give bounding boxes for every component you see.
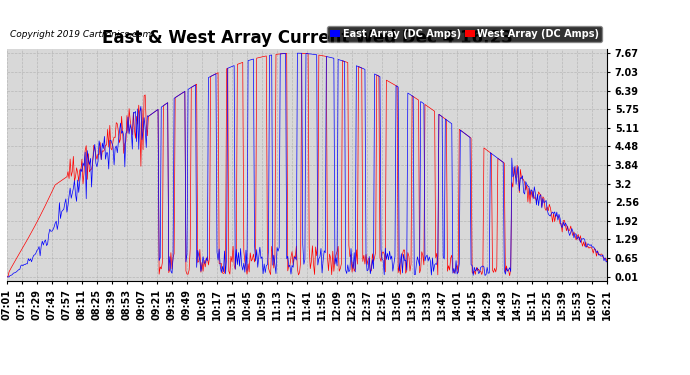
Legend: East Array (DC Amps), West Array (DC Amps): East Array (DC Amps), West Array (DC Amp…	[327, 26, 602, 42]
Title: East & West Array Current Wed Dec 4 16:23: East & West Array Current Wed Dec 4 16:2…	[101, 29, 513, 47]
Text: Copyright 2019 Cartronics.com: Copyright 2019 Cartronics.com	[10, 30, 151, 39]
